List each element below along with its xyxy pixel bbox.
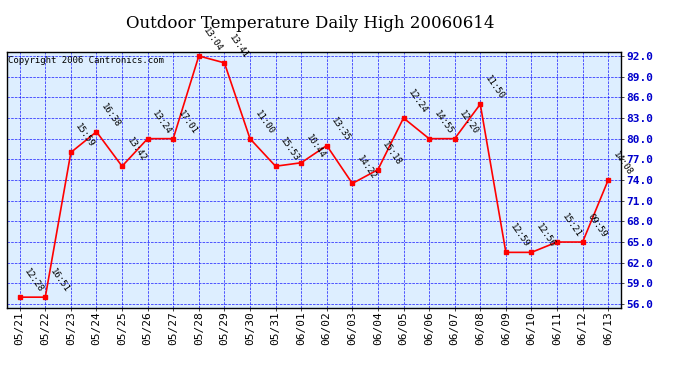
Text: 13:24: 13:24 — [150, 109, 173, 136]
Text: 15:53: 15:53 — [278, 136, 301, 164]
Text: 10:44: 10:44 — [304, 133, 327, 160]
Text: 14:08: 14:08 — [611, 150, 634, 177]
Text: 14:22: 14:22 — [355, 153, 378, 181]
Text: 13:04: 13:04 — [201, 26, 224, 53]
Text: 09:59: 09:59 — [585, 212, 608, 239]
Text: 15:59: 15:59 — [74, 123, 97, 150]
Text: 14:55: 14:55 — [432, 109, 455, 136]
Text: 15:18: 15:18 — [381, 140, 404, 167]
Text: 11:50: 11:50 — [483, 74, 506, 101]
Text: 12:28: 12:28 — [23, 267, 46, 294]
Text: 12:20: 12:20 — [457, 109, 480, 136]
Text: 12:24: 12:24 — [406, 88, 429, 115]
Text: Outdoor Temperature Daily High 20060614: Outdoor Temperature Daily High 20060614 — [126, 15, 495, 32]
Text: 11:00: 11:00 — [253, 109, 275, 136]
Text: 13:41: 13:41 — [227, 33, 250, 60]
Text: 12:56: 12:56 — [534, 222, 557, 250]
Text: 16:38: 16:38 — [99, 102, 122, 129]
Text: 13:35: 13:35 — [330, 116, 353, 143]
Text: 12:59: 12:59 — [509, 222, 531, 250]
Text: 16:51: 16:51 — [48, 267, 71, 294]
Text: 17:01: 17:01 — [176, 109, 199, 136]
Text: 15:21: 15:21 — [560, 212, 582, 239]
Text: 13:42: 13:42 — [125, 136, 148, 164]
Text: Copyright 2006 Cantronics.com: Copyright 2006 Cantronics.com — [8, 56, 164, 65]
